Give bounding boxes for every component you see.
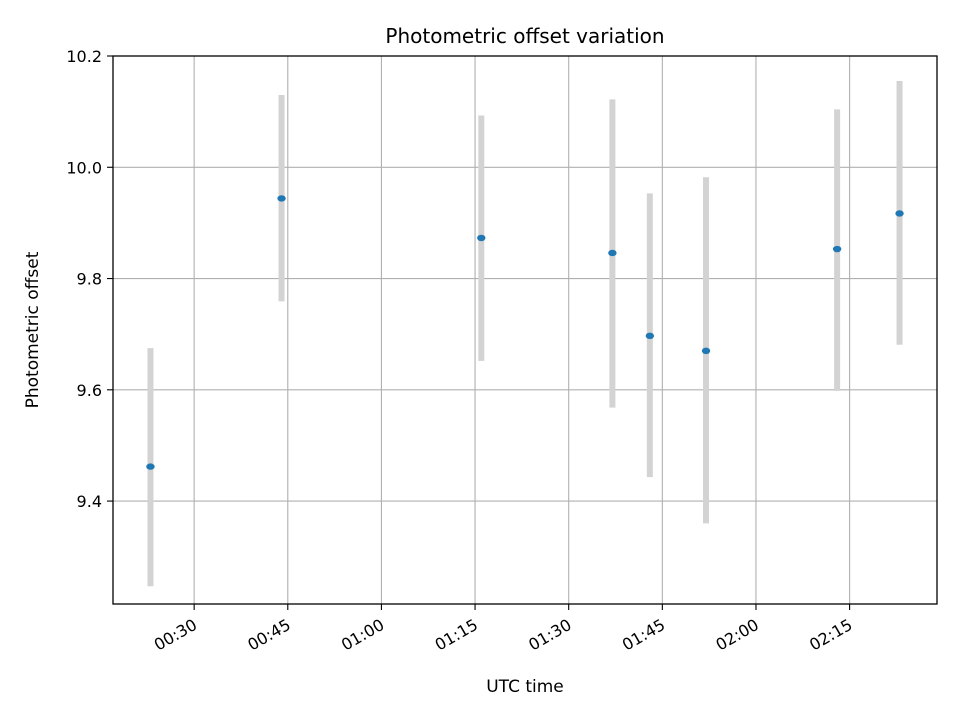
grid bbox=[113, 55, 937, 604]
y-tick-label: 10.2 bbox=[66, 47, 102, 66]
data-point bbox=[645, 332, 655, 340]
x-axis-label: UTC time bbox=[486, 677, 564, 697]
y-tick-label: 9.4 bbox=[77, 492, 102, 511]
data-point bbox=[701, 347, 711, 355]
data-point bbox=[895, 210, 904, 217]
chart-title: Photometric offset variation bbox=[385, 24, 664, 48]
y-tick-label: 9.6 bbox=[77, 381, 102, 400]
plot-frame bbox=[112, 55, 938, 605]
y-tick-label: 10.0 bbox=[66, 158, 102, 177]
y-tick-label: 9.8 bbox=[77, 270, 102, 289]
data-point bbox=[832, 245, 842, 253]
y-axis-label: Photometric offset bbox=[23, 251, 43, 408]
data-point bbox=[477, 234, 486, 242]
data-points bbox=[146, 195, 904, 470]
data-point bbox=[277, 195, 286, 202]
data-point bbox=[146, 463, 155, 470]
data-point bbox=[608, 249, 617, 257]
